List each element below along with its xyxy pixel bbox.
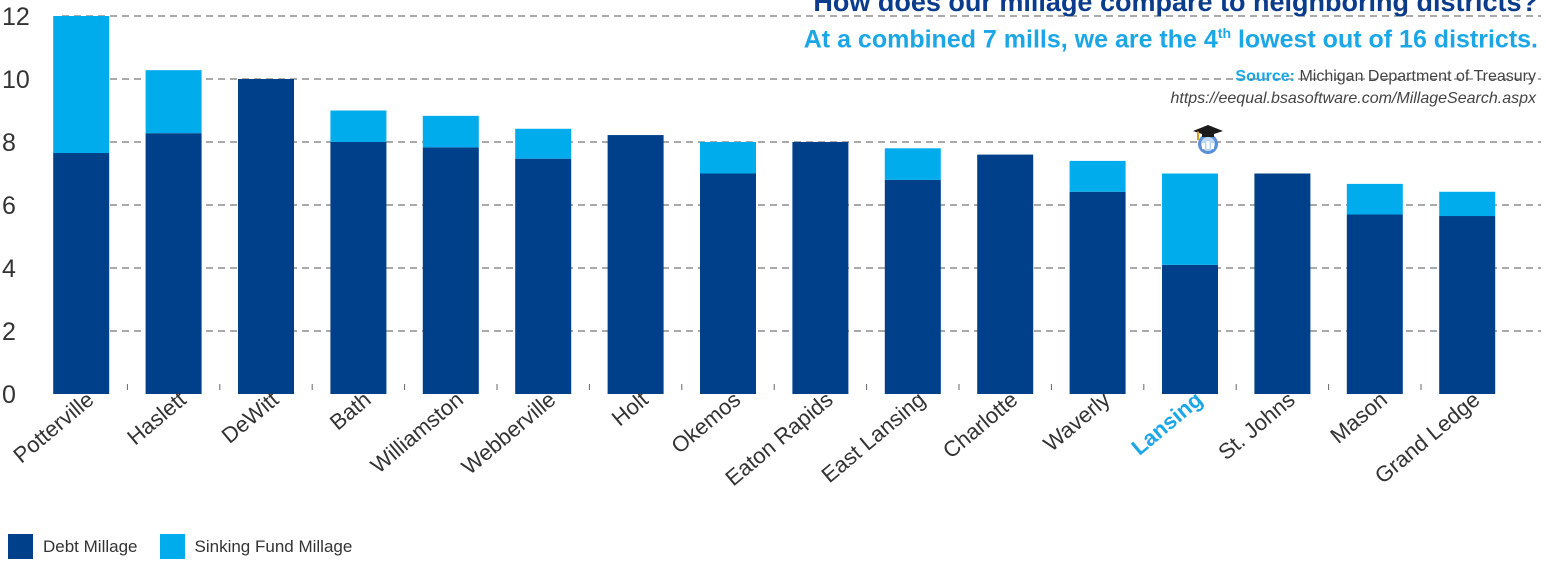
bar-debt-15 (1346, 214, 1403, 394)
bar-sinking-2 (145, 70, 202, 134)
source-line: Source: Michigan Department of Treasury (1170, 66, 1536, 88)
x-tick-label: Potterville (8, 387, 98, 468)
bar-debt-7 (607, 135, 664, 394)
source-label: Source: (1235, 68, 1295, 85)
bar-debt-11 (977, 154, 1034, 394)
bars (53, 16, 1496, 394)
source-note: Source: Michigan Department of Treasury … (1170, 66, 1536, 110)
graduation-cap-icon (1193, 125, 1223, 154)
subtitle-text-end: lowest out of 16 districts. (1231, 25, 1538, 54)
x-tick-label: Haslett (122, 387, 191, 450)
legend-swatch-debt (8, 534, 33, 559)
bar-sinking-6 (515, 128, 572, 159)
bar-debt-5 (422, 147, 479, 394)
bar-sinking-10 (884, 148, 941, 180)
bar-debt-4 (330, 142, 387, 394)
bar-sinking-5 (422, 115, 479, 148)
source-text: Michigan Department of Treasury (1295, 68, 1536, 85)
legend-label-sinking: Sinking Fund Millage (194, 536, 353, 556)
bar-debt-10 (884, 179, 941, 394)
chart-subtitle: At a combined 7 mills, we are the 4th lo… (804, 18, 1538, 54)
x-tick-label: Williamston (366, 387, 468, 478)
subtitle-text-start: At a combined 7 mills, we are the 4 (803, 25, 1218, 54)
bar-debt-6 (515, 158, 572, 394)
chart-legend: Debt Millage Sinking Fund Millage (8, 534, 374, 559)
chart-title-block: How does our millage compare to neighbor… (804, 0, 1538, 54)
bar-debt-3 (238, 79, 294, 394)
bar-debt-16 (1439, 216, 1496, 394)
y-tick-label: 2 (2, 318, 16, 346)
x-tick-label: Webberville (457, 387, 561, 480)
bar-debt-1 (53, 153, 110, 394)
bar-sinking-4 (330, 110, 387, 142)
legend-item-debt: Debt Millage (8, 534, 138, 559)
legend-item-sinking: Sinking Fund Millage (159, 534, 353, 559)
y-tick-label: 6 (2, 192, 16, 220)
x-tick-label: Charlotte (938, 387, 1022, 464)
bar-sinking-16 (1439, 191, 1496, 217)
y-tick-label: 4 (2, 255, 16, 283)
bar-sinking-1 (53, 16, 110, 154)
bar-sinking-12 (1069, 160, 1126, 192)
x-tick-label: St. Johns (1213, 387, 1299, 465)
bar-sinking-15 (1346, 183, 1403, 215)
x-axis-category-labels: Potterville Haslett DeWitt BathWilliamstonW… (8, 387, 1484, 491)
bar-debt-12 (1069, 191, 1126, 394)
x-tick-label: DeWitt (217, 387, 284, 449)
bar-debt-9 (792, 142, 849, 394)
bar-debt-2 (145, 133, 202, 394)
x-axis-ticks (126, 384, 1422, 390)
legend-swatch-sinking (159, 534, 185, 559)
x-tick-label: Lansing (1127, 387, 1208, 460)
bar-sinking-8 (700, 142, 756, 174)
gridlines (62, 15, 1541, 332)
x-tick-label: Okemos (666, 387, 745, 459)
source-url: https://eequal.bsasoftware.com/MillageSe… (1170, 90, 1536, 107)
y-tick-label: 8 (2, 129, 16, 157)
y-axis-tick-labels: 0 2 4 6 8 10 12 (2, 3, 30, 409)
bar-debt-13 (1162, 264, 1218, 394)
x-tick-label: Waverly (1039, 387, 1115, 457)
x-tick-label: Mason (1325, 387, 1392, 449)
legend-label-debt: Debt Millage (43, 536, 138, 556)
y-tick-label: 10 (2, 66, 30, 94)
y-tick-label: 0 (2, 381, 16, 409)
bar-sinking-13 (1162, 173, 1218, 265)
y-tick-label: 12 (2, 3, 30, 31)
bar-debt-14 (1254, 173, 1311, 394)
subtitle-ordinal-suffix: th (1217, 25, 1231, 41)
chart-title: How does our millage compare to neighbor… (813, 0, 1538, 17)
bar-debt-8 (700, 173, 756, 394)
